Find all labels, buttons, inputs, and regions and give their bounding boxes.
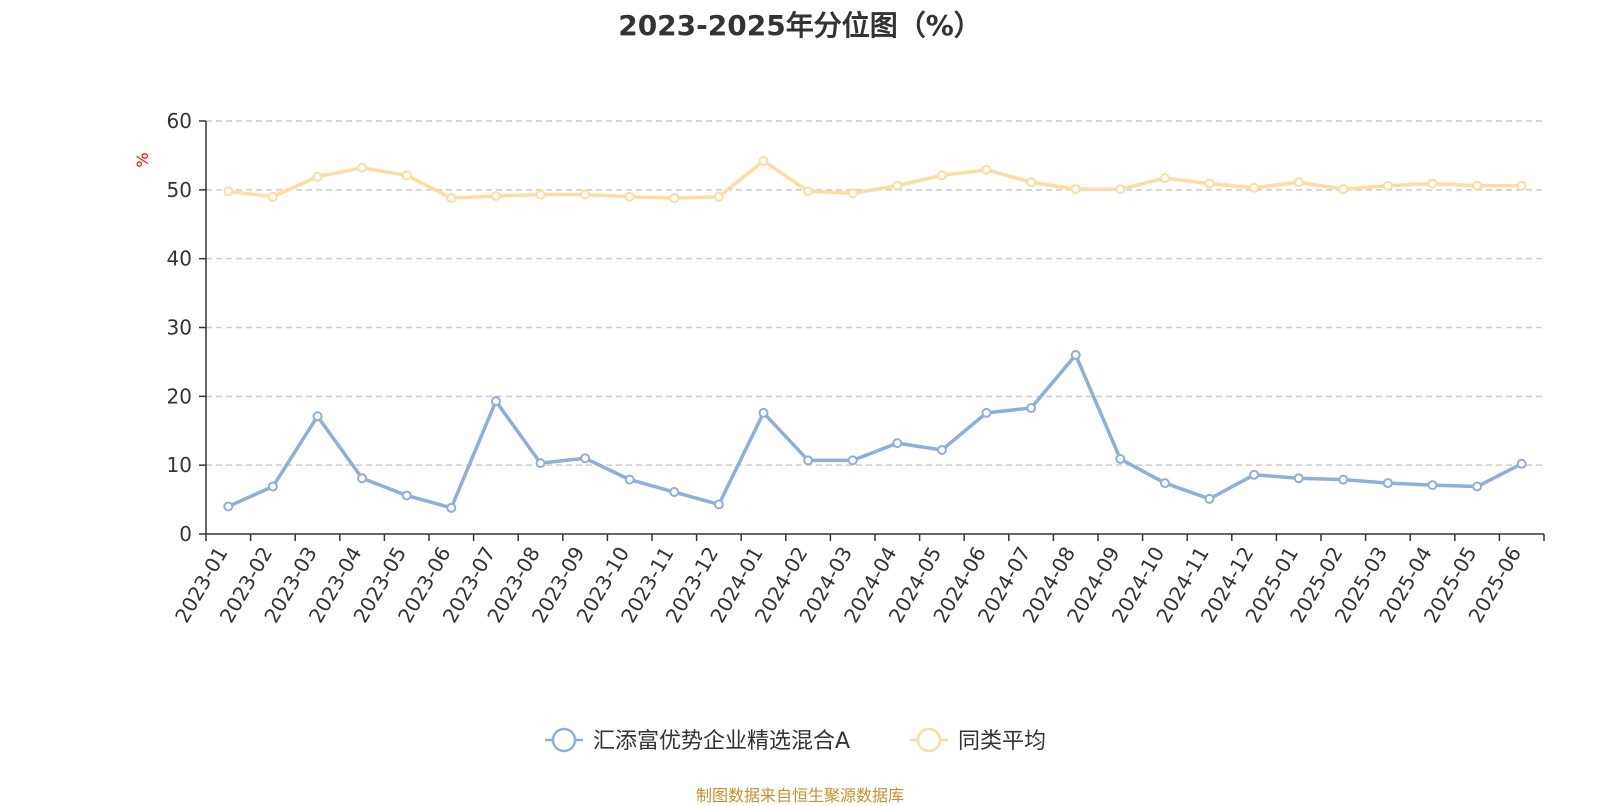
series-1-point[interactable] [758, 155, 769, 166]
series-1-point[interactable] [1516, 180, 1527, 191]
series-0-point[interactable] [1427, 480, 1438, 491]
series-1-point[interactable] [936, 170, 947, 181]
series-0-point[interactable] [847, 455, 858, 466]
series-1-point[interactable] [803, 186, 814, 197]
source-note: 制图数据来自恒生聚源数据库 [695, 786, 904, 805]
series-0-point[interactable] [1249, 469, 1260, 480]
series-line-0 [227, 353, 1523, 510]
series-0-point[interactable] [936, 445, 947, 456]
series-0-point[interactable] [1115, 453, 1126, 464]
series-1-point[interactable] [1427, 178, 1438, 189]
series-1-point[interactable] [981, 164, 992, 175]
series-0-point[interactable] [490, 396, 501, 407]
series-0-point[interactable] [1070, 350, 1081, 361]
series-1-point[interactable] [1293, 177, 1304, 188]
series-1-point[interactable] [1115, 184, 1126, 195]
legend-marker [551, 727, 577, 753]
series-0-point[interactable] [1204, 493, 1215, 504]
series-1-point[interactable] [1472, 180, 1483, 191]
y-tick-label: 60 [167, 109, 192, 133]
series-1-point[interactable] [847, 188, 858, 199]
y-tick-label: 30 [167, 316, 192, 340]
series-1-point[interactable] [1070, 184, 1081, 195]
series-1-point[interactable] [223, 186, 234, 197]
series-0-point[interactable] [1026, 403, 1037, 414]
series-1-point[interactable] [1026, 177, 1037, 188]
y-tick-label: 10 [167, 453, 192, 477]
chart-title: 2023-2025年分位图（%） [618, 9, 982, 42]
series-1-point[interactable] [1204, 178, 1215, 189]
series-1-point[interactable] [892, 180, 903, 191]
series-1-point[interactable] [267, 191, 278, 202]
y-tick-label: 20 [167, 384, 192, 408]
y-axis-label: % [133, 152, 152, 167]
series-0-point[interactable] [312, 411, 323, 422]
legend-item-1[interactable]: 同类平均 [910, 727, 1046, 754]
legend[interactable]: 汇添富优势企业精选混合A 同类平均 [545, 727, 1046, 754]
series-1-point[interactable] [535, 189, 546, 200]
series-1-point[interactable] [624, 191, 635, 202]
series-0-point[interactable] [1472, 481, 1483, 492]
series-1-point[interactable] [1382, 180, 1393, 191]
series-0-point[interactable] [981, 407, 992, 418]
series-0-point[interactable] [401, 490, 412, 501]
series-0-point[interactable] [267, 481, 278, 492]
series-line-1 [228, 159, 1522, 200]
legend-marker [916, 727, 942, 753]
y-tick-label: 0 [179, 522, 192, 546]
series-1-point[interactable] [580, 189, 591, 200]
series-0-point[interactable] [713, 499, 724, 510]
series-0-point[interactable] [669, 487, 680, 498]
series-1-point[interactable] [490, 191, 501, 202]
y-tick-label: 40 [167, 247, 192, 271]
series-0-point[interactable] [580, 453, 591, 464]
series-0-point[interactable] [624, 474, 635, 485]
series-0-point[interactable] [1516, 458, 1527, 469]
series-1-point[interactable] [446, 193, 457, 204]
y-tick-label: 50 [167, 178, 192, 202]
series-0-point[interactable] [892, 438, 903, 449]
series-0-point[interactable] [1382, 478, 1393, 489]
series-0-point[interactable] [535, 458, 546, 469]
series-1-point[interactable] [713, 191, 724, 202]
legend-label: 汇添富优势企业精选混合A [593, 729, 850, 754]
series-1-point[interactable] [401, 170, 412, 181]
series-0-point[interactable] [223, 501, 234, 512]
legend-item-0[interactable]: 汇添富优势企业精选混合A [545, 727, 850, 754]
series-lines [223, 155, 1527, 513]
series-0-point[interactable] [758, 407, 769, 418]
series-0-point[interactable] [803, 455, 814, 466]
legend-label: 同类平均 [958, 729, 1046, 754]
series-1-point[interactable] [1338, 184, 1349, 195]
series-0-point[interactable] [1159, 478, 1170, 489]
series-0-point[interactable] [357, 473, 368, 484]
series-1-point[interactable] [357, 162, 368, 173]
series-1-point[interactable] [1249, 182, 1260, 193]
series-1-point[interactable] [1159, 173, 1170, 184]
series-1-point[interactable] [669, 193, 680, 204]
series-0-point[interactable] [1338, 474, 1349, 485]
grid-lines [206, 120, 1544, 466]
series-0-point[interactable] [1293, 473, 1304, 484]
series-1-point[interactable] [312, 171, 323, 182]
series-0-point[interactable] [446, 502, 457, 513]
